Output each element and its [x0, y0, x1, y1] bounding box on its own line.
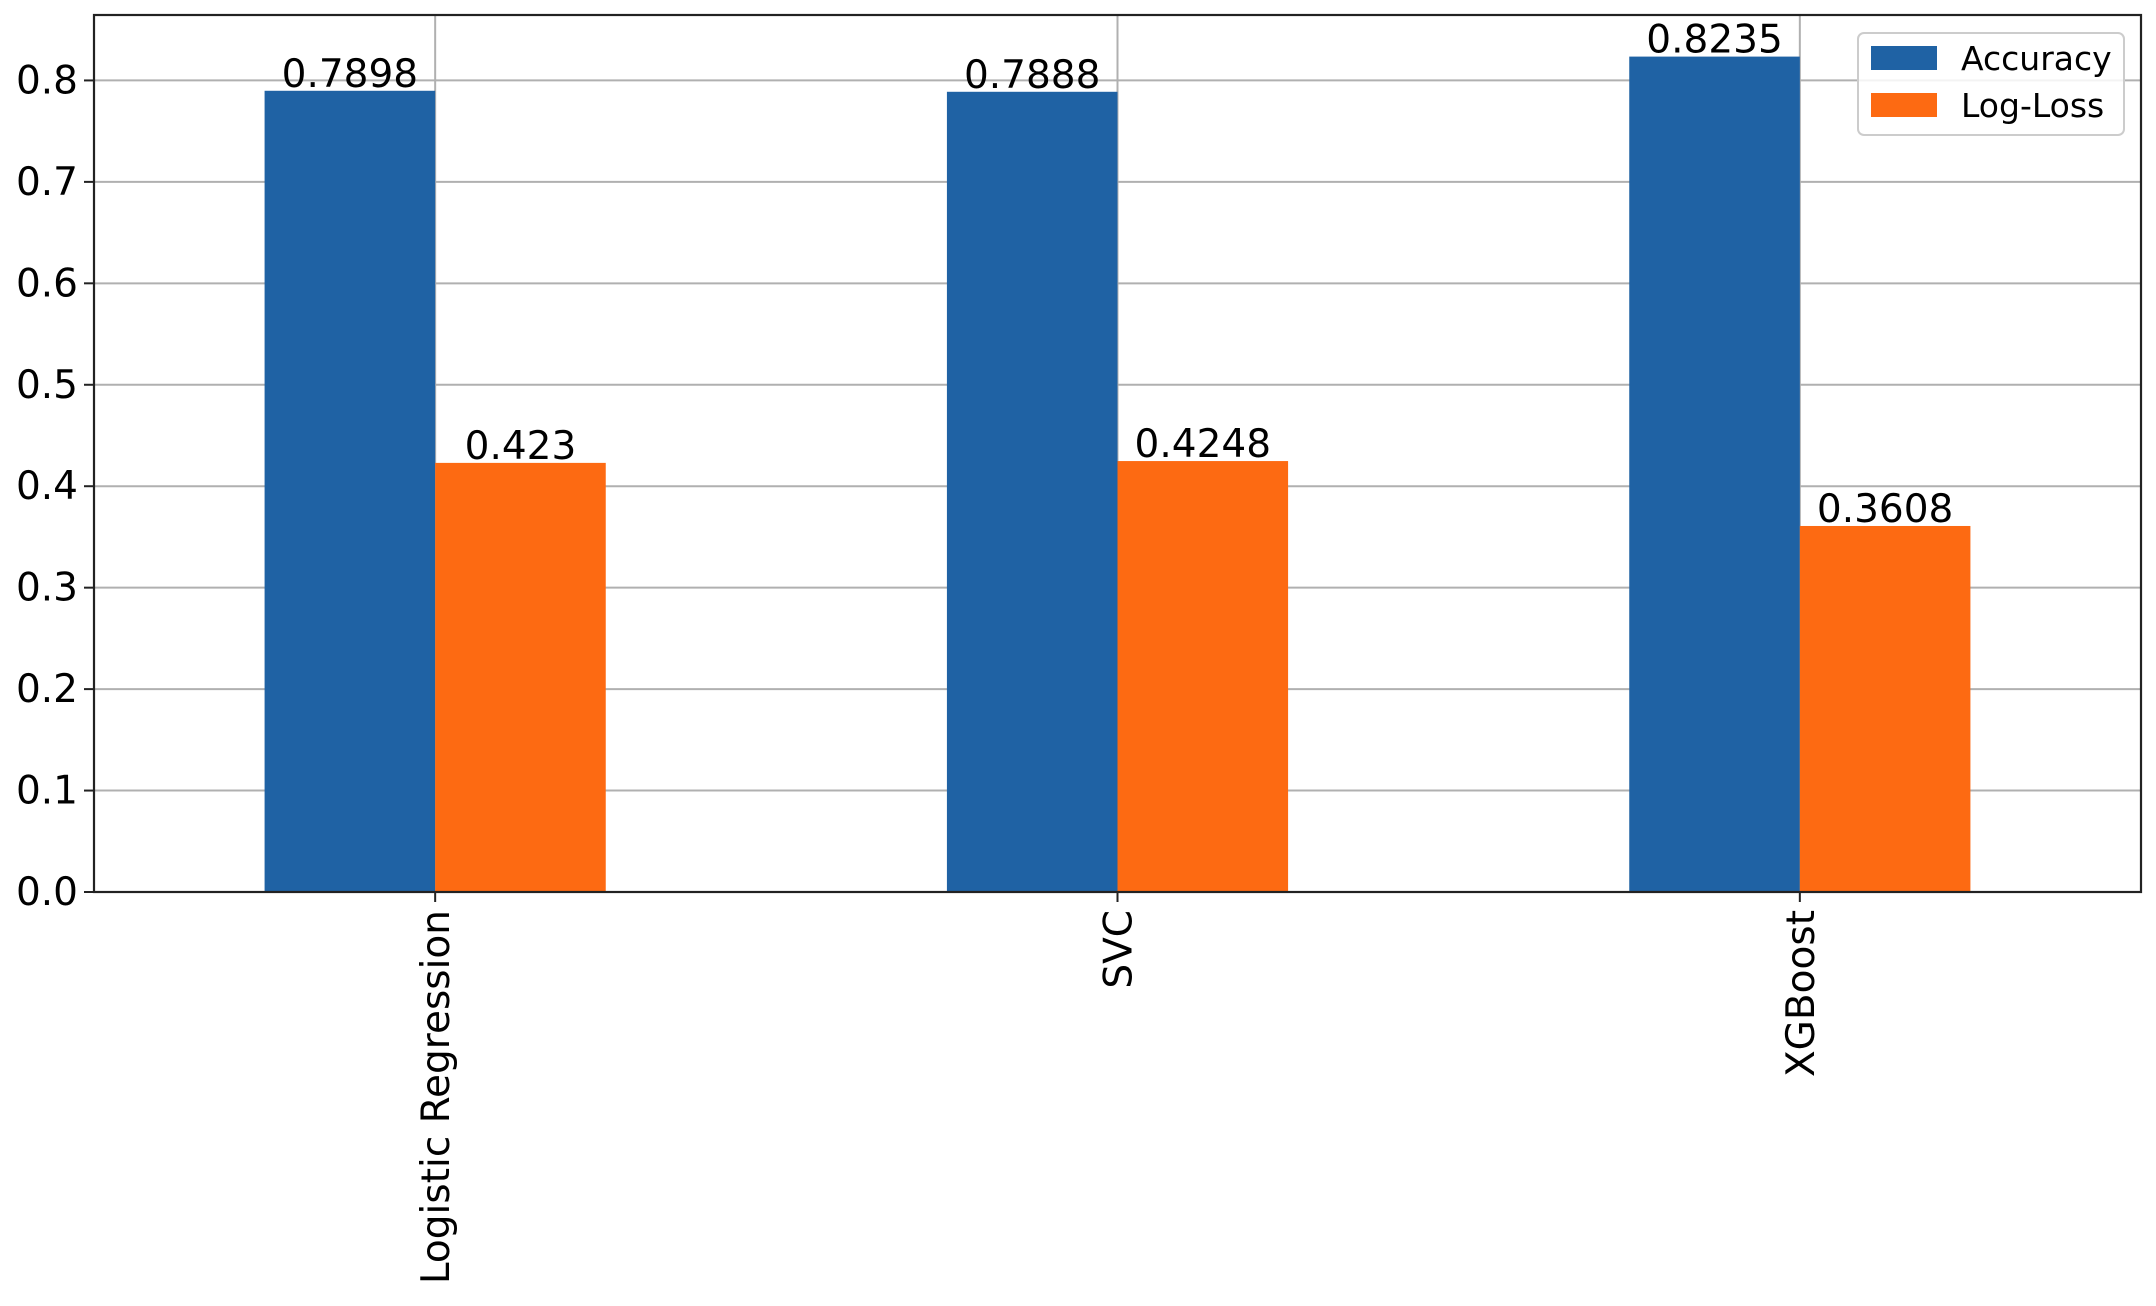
bar-value-label: 0.7888: [964, 53, 1100, 98]
bar-accuracy: [264, 90, 436, 893]
y-tick-label: 0.7: [16, 160, 78, 205]
legend-swatch: [1871, 46, 1937, 70]
bar-accuracy: [1629, 56, 1800, 892]
bar-log-loss: [1799, 525, 1971, 892]
legend-entry-label: Accuracy: [1961, 39, 2112, 78]
x-tick-label: XGBoost: [1779, 910, 1824, 1077]
bar-log-loss: [1117, 461, 1289, 892]
y-tick-label: 0.0: [16, 870, 78, 915]
legend-entry-label: Log-Loss: [1961, 86, 2104, 125]
bar-accuracy: [946, 91, 1118, 893]
bar-log-loss: [435, 462, 606, 892]
bar-value-labels: 0.7898 0.7888 0.8235 0.423 0.4248 0.3608: [282, 18, 1954, 532]
y-tick-label: 0.6: [16, 261, 78, 306]
y-tick-label: 0.4: [16, 464, 78, 509]
y-tick-label: 0.2: [16, 667, 78, 712]
bar-value-label: 0.4248: [1135, 422, 1271, 467]
legend-swatch: [1871, 93, 1937, 117]
y-tick-label: 0.5: [16, 363, 78, 408]
bar-value-label: 0.423: [465, 424, 577, 469]
x-tick-label: Logistic Regression: [414, 910, 459, 1284]
bar-value-label: 0.8235: [1646, 18, 1782, 63]
bar-value-label: 0.7898: [282, 52, 418, 97]
legend: Accuracy Log-Loss: [1857, 32, 2125, 136]
x-tick-label: SVC: [1097, 910, 1142, 989]
bar-value-label: 0.3608: [1817, 487, 1953, 532]
y-tick-label: 0.8: [16, 58, 78, 103]
y-tick-label: 0.3: [16, 566, 78, 611]
y-axis-ticks: 0.0 0.1 0.2 0.3 0.4 0.5 0.6 0.7 0.8: [16, 58, 94, 915]
bars: [264, 56, 1971, 893]
x-axis-ticks: Logistic Regression SVC XGBoost: [414, 892, 1824, 1284]
y-tick-label: 0.1: [16, 769, 78, 814]
